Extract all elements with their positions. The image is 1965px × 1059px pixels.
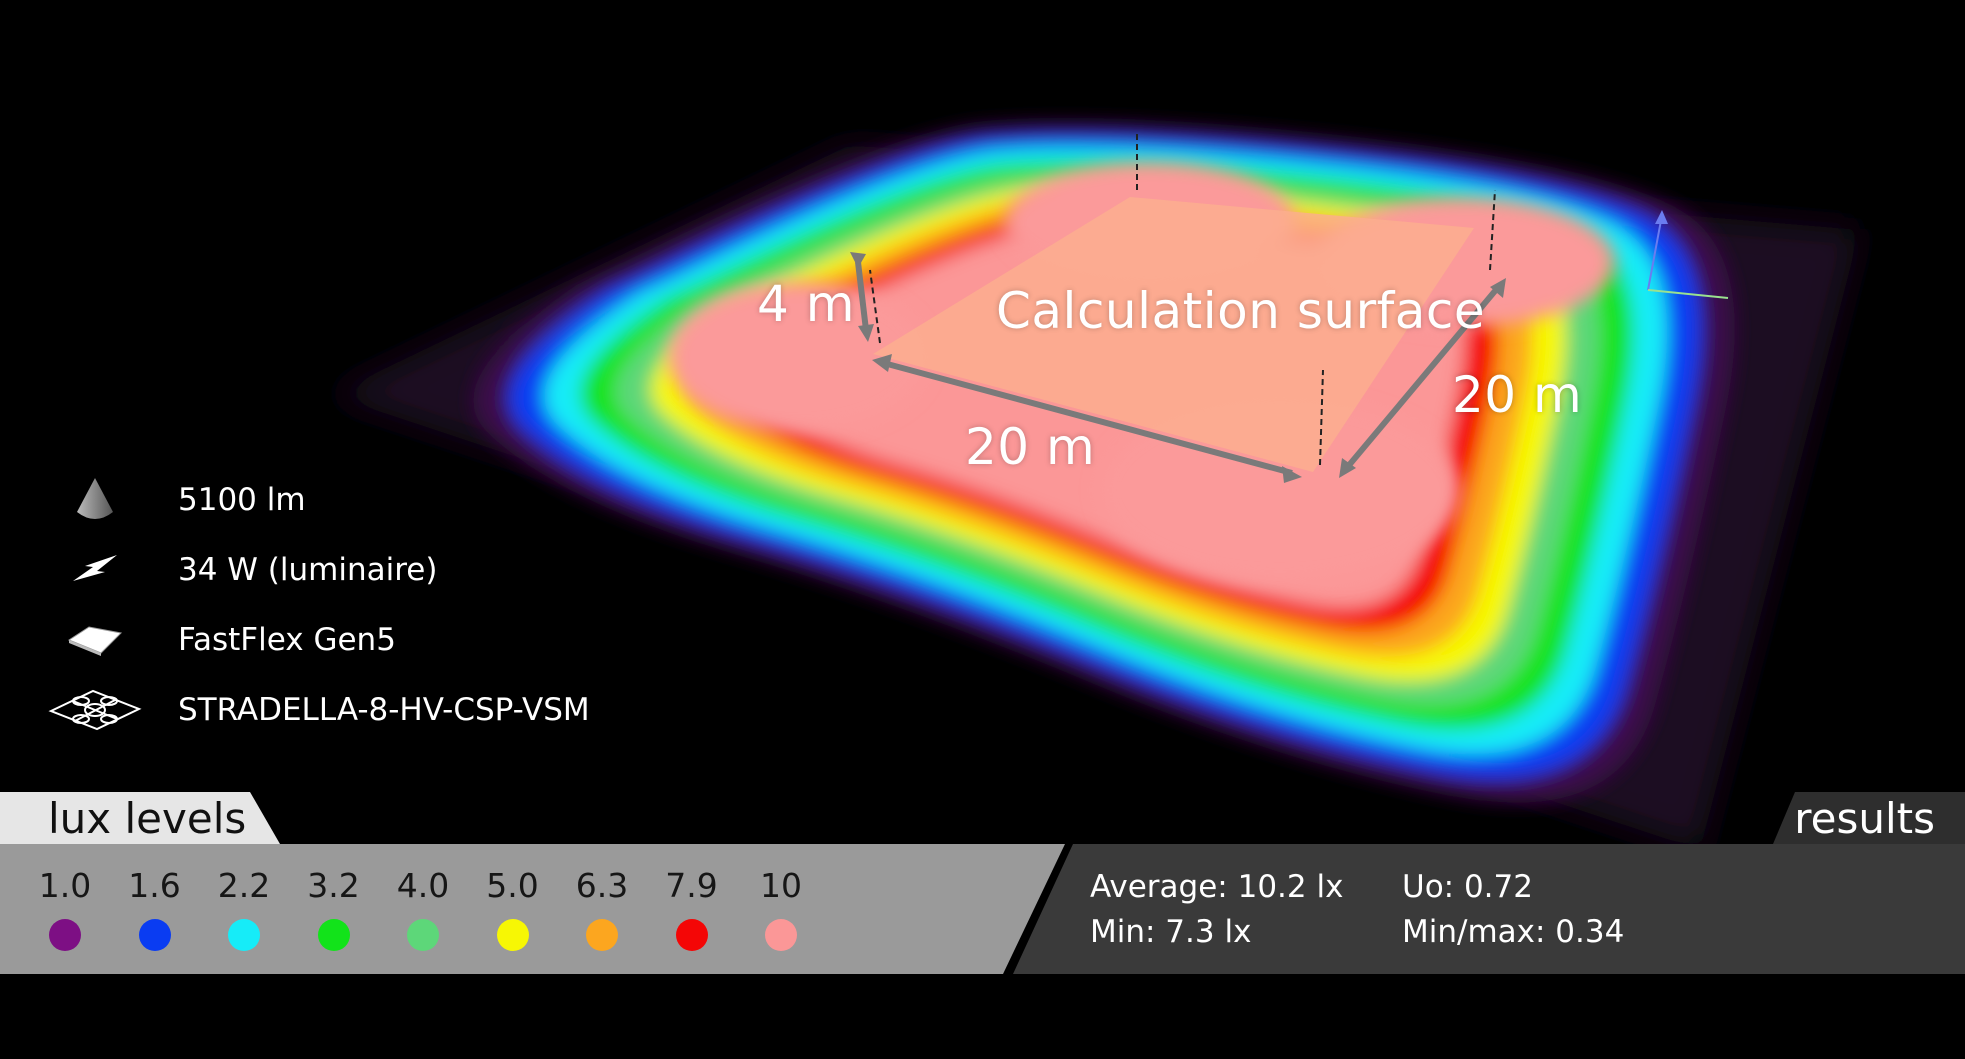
pole-line	[869, 269, 881, 344]
arrow-head	[1490, 278, 1506, 298]
lux-level-swatch	[228, 919, 260, 951]
lux-level-value: 5.0	[486, 866, 539, 905]
results-title: results	[1794, 794, 1935, 843]
lux-level-item: 6.3	[557, 866, 647, 951]
lux-level-item: 7.9	[647, 866, 737, 951]
result-uo: Uo: 0.72	[1402, 869, 1533, 905]
lux-level-value: 1.0	[38, 866, 92, 905]
result-min-max: Min/max: 0.34	[1402, 914, 1625, 950]
arrow-head	[1339, 458, 1356, 478]
lux-level-swatch	[138, 919, 171, 951]
lux-level-swatch	[496, 919, 529, 951]
arrow-head	[858, 324, 874, 342]
lux-level-item: 5.0	[468, 866, 558, 951]
dimension-arrows	[850, 252, 1506, 483]
arrow-head	[850, 252, 866, 268]
lux-level-swatch	[317, 919, 350, 951]
lux-level-value: 2.2	[217, 866, 271, 905]
z-axis	[1647, 214, 1663, 291]
result-average: Average: 10.2 lx	[1090, 869, 1344, 905]
lux-level-item: 2.2	[199, 866, 289, 951]
pole-line	[1489, 189, 1496, 271]
lux-level-swatch	[407, 919, 439, 951]
legend-text: 5100 lm	[178, 482, 306, 518]
lux-level-item: 10	[736, 866, 826, 951]
width-dimension-arrow	[879, 359, 1293, 476]
lux-level-value: 3.2	[307, 866, 360, 905]
width-dimension-label: 20 m	[965, 418, 1096, 476]
results-bar	[1013, 844, 1965, 974]
lux-level-swatch	[765, 919, 797, 951]
result-min: Min: 7.3 lx	[1090, 914, 1252, 950]
lux-level-item: 3.2	[289, 866, 379, 951]
pole-line	[1319, 369, 1324, 466]
lux-level-item: 4.0	[378, 866, 468, 951]
luminaire-module-icon	[40, 680, 150, 740]
calculation-surface	[873, 197, 1474, 472]
height-dimension-arrow	[855, 261, 869, 331]
power-bolt-icon	[40, 540, 150, 600]
lux-levels-bar	[0, 844, 1065, 974]
lux-levels-tab: lux levels	[0, 792, 280, 844]
lumen-cone-icon	[40, 470, 150, 530]
lux-level-swatch	[675, 919, 708, 951]
legend-item-optic: FastFlex Gen5	[40, 610, 396, 670]
arrow-head	[872, 354, 892, 372]
lux-level-value: 6.3	[575, 866, 629, 905]
results-tab: results	[1773, 792, 1965, 844]
arrow-head	[1282, 466, 1302, 483]
calculation-surface-label: Calculation surface	[996, 282, 1486, 340]
lux-level-item: 1.0	[20, 866, 110, 951]
legend-item-luminaire: STRADELLA-8-HV-CSP-VSM	[40, 680, 590, 740]
lux-level-value: 7.9	[665, 866, 718, 905]
depth-dimension-label: 20 m	[1452, 366, 1583, 424]
axis-gizmo	[1647, 210, 1729, 299]
legend-text: STRADELLA-8-HV-CSP-VSM	[178, 692, 590, 728]
lux-level-value: 1.6	[128, 866, 181, 905]
x-axis	[1647, 289, 1729, 299]
lux-level-swatch	[49, 919, 81, 951]
legend-item-lumen: 5100 lm	[40, 470, 306, 530]
depth-dimension-arrow	[1342, 283, 1503, 472]
pole-lines	[869, 130, 1496, 466]
lux-level-value: 10	[760, 866, 802, 905]
lux-levels-title: lux levels	[48, 794, 247, 843]
lux-level-item: 1.6	[110, 866, 200, 951]
height-dimension-label: 4 m	[757, 275, 855, 333]
optic-lens-icon	[40, 610, 150, 670]
lux-level-swatch	[586, 919, 618, 951]
lux-level-value: 4.0	[396, 866, 450, 905]
z-axis-head	[1655, 210, 1668, 224]
legend-text: 34 W (luminaire)	[178, 552, 438, 588]
legend-item-power: 34 W (luminaire)	[40, 540, 437, 600]
legend-text: FastFlex Gen5	[178, 622, 396, 658]
